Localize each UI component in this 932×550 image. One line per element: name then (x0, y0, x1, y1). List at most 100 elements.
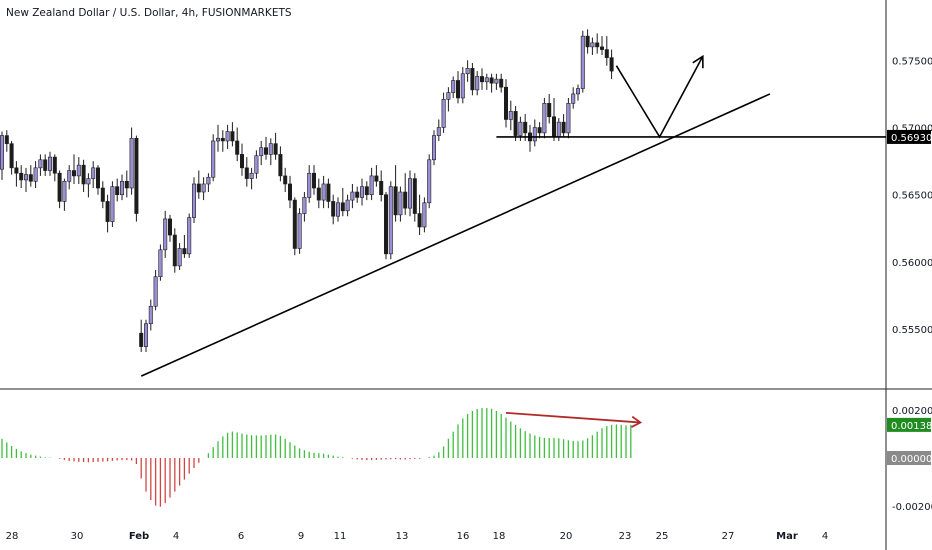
candle (139, 319, 144, 352)
candle (307, 165, 312, 203)
candle-body (340, 202, 345, 212)
candle-body (446, 92, 451, 100)
candle-body (326, 183, 331, 202)
candle-body (268, 143, 273, 155)
candle-body (14, 167, 19, 174)
candle (561, 114, 566, 137)
candle-body (359, 186, 364, 198)
candle-body (148, 305, 153, 325)
time-tick-label: 30 (71, 531, 84, 542)
candle (216, 124, 221, 152)
candle-body (67, 170, 72, 182)
candle (240, 143, 245, 176)
candle-body (33, 167, 38, 182)
candle (566, 97, 571, 139)
candle-body (465, 68, 470, 75)
candle-body (307, 172, 312, 198)
candle-body (585, 35, 590, 48)
candle (182, 235, 187, 258)
candle-body (120, 180, 125, 196)
candle-body (508, 111, 513, 120)
candle-body (192, 183, 197, 218)
candle-body (503, 86, 508, 120)
candle-body (292, 199, 297, 249)
candle-body (393, 186, 398, 216)
candle (47, 151, 52, 176)
candle-body (321, 183, 326, 201)
candle (52, 154, 57, 182)
candle (470, 63, 475, 96)
last-price-label: 0.56930 (891, 133, 932, 144)
candle-body (388, 186, 393, 255)
candle (259, 140, 264, 166)
candle-body (278, 154, 283, 177)
candle (28, 165, 33, 187)
candle (235, 127, 240, 162)
candle (599, 36, 604, 55)
divergence-arrowhead (631, 415, 643, 428)
candle (192, 177, 197, 223)
candle (460, 67, 465, 104)
price-tick-label: 0.57000 (892, 124, 932, 135)
candle-body (134, 137, 139, 214)
candle-body (379, 180, 384, 196)
candle-body (494, 78, 499, 84)
candle (345, 194, 350, 217)
candle (134, 135, 139, 222)
candle (508, 100, 513, 131)
candle-body (441, 98, 446, 128)
candle-body (364, 186, 369, 196)
candle (547, 93, 552, 124)
candle (287, 175, 292, 209)
candle-body (23, 174, 28, 181)
candle-body (422, 202, 427, 228)
candle (81, 159, 86, 193)
candle-body (43, 159, 48, 171)
candle-body (110, 186, 115, 222)
candle-body (206, 176, 211, 185)
candle-body (158, 249, 163, 278)
candle (355, 186, 360, 203)
candle (393, 165, 398, 222)
candle-body (177, 248, 182, 267)
candle-body (331, 201, 336, 217)
time-tick-label: 28 (6, 531, 19, 542)
candle (369, 167, 374, 201)
candle-body (216, 137, 221, 142)
candle (201, 177, 206, 201)
candle (441, 92, 446, 133)
candle-body (350, 191, 355, 201)
candle-body (451, 80, 456, 93)
candle-body (460, 73, 465, 99)
candle (551, 97, 556, 141)
candle-body (244, 167, 249, 179)
candle-body (575, 88, 580, 95)
candle-body (254, 155, 259, 174)
candle (72, 154, 77, 184)
time-tick-label: 16 (457, 531, 470, 542)
candle-body (81, 164, 86, 185)
candle-body (4, 135, 9, 144)
candle (172, 228, 177, 273)
candle-body (211, 140, 216, 178)
candle-body (153, 276, 158, 307)
candle-body (561, 121, 566, 134)
osc-tick-label: -0.00200 (892, 502, 932, 513)
candle (383, 192, 388, 260)
candle (417, 194, 422, 236)
candle-body (225, 131, 230, 142)
candle-body (115, 186, 120, 196)
candle (542, 97, 547, 139)
candle-body (96, 167, 101, 189)
candle (115, 178, 120, 202)
candle (57, 170, 62, 209)
candle-body (105, 201, 110, 222)
candle-body (551, 116, 556, 138)
candle (379, 170, 384, 202)
candle-body (499, 78, 504, 88)
candle-body (484, 77, 489, 83)
candle-body (273, 143, 278, 155)
candle-body (355, 191, 360, 198)
candle-body (263, 147, 268, 155)
